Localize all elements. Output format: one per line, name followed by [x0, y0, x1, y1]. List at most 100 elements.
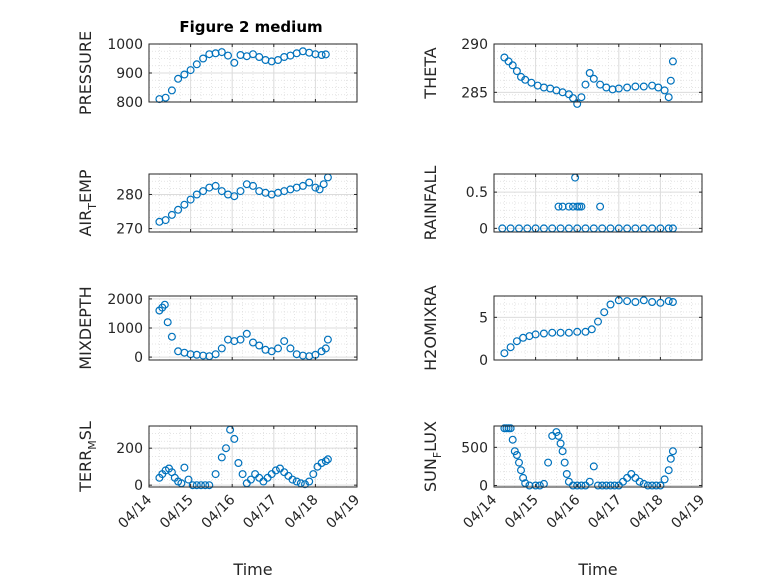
data-point [535, 481, 544, 490]
data-point [267, 347, 276, 356]
data-point [321, 344, 330, 353]
data-point [593, 317, 602, 326]
data-point [558, 447, 567, 456]
data-point [163, 318, 172, 327]
axes-frame [493, 425, 703, 488]
data-point [236, 335, 245, 344]
data-point [199, 54, 208, 63]
data-point [321, 457, 330, 466]
data-point [573, 327, 582, 336]
data-point [606, 300, 615, 309]
data-point [274, 344, 283, 353]
axes-frame [148, 425, 358, 488]
data-point [280, 337, 289, 346]
data-point [577, 202, 586, 211]
data-point [323, 455, 332, 464]
y-tick-label: 0 [134, 350, 143, 366]
data-point [606, 481, 615, 490]
y-tick-label: 2000 [107, 292, 143, 308]
y-axis-label: PRESSURE [76, 31, 95, 115]
data-point [652, 481, 661, 490]
data-point [205, 481, 214, 490]
y-axis-label-subscript: M [86, 440, 99, 450]
data-point [610, 481, 619, 490]
data-point [512, 337, 521, 346]
y-tick-label: 270 [116, 222, 143, 238]
y-axis-label-main: AIR [76, 210, 95, 237]
y-axis-label-main: MIXDEPTH [76, 286, 95, 369]
data-point [564, 328, 573, 337]
data-point [656, 481, 665, 490]
data-point [577, 93, 586, 102]
y-tick-label: 1000 [107, 37, 143, 53]
y-tick-label: 1000 [107, 321, 143, 337]
data-point [246, 475, 255, 484]
data-series [500, 424, 677, 490]
data-point [589, 74, 598, 83]
data-point [167, 210, 176, 219]
data-point [236, 187, 245, 196]
data-point [554, 431, 563, 440]
data-point [510, 447, 519, 456]
y-axis-label-main: SUN [421, 458, 440, 492]
data-point [230, 58, 239, 67]
data-point [585, 68, 594, 77]
data-point [298, 181, 307, 190]
y-tick-label: 0 [479, 353, 488, 369]
data-point [188, 481, 197, 490]
data-series [155, 173, 332, 226]
y-tick-label: 0 [134, 478, 143, 494]
data-point [631, 82, 640, 91]
data-point [664, 297, 673, 306]
data-point [180, 200, 189, 209]
y-tick-label: 285 [461, 85, 488, 101]
data-point [319, 180, 328, 189]
data-point [556, 328, 565, 337]
data-point [288, 475, 297, 484]
data-point [531, 481, 540, 490]
data-point [631, 298, 640, 307]
y-tick-label: 280 [116, 187, 143, 203]
data-point [234, 459, 243, 468]
data-point [573, 481, 582, 490]
data-point [539, 329, 548, 338]
data-point [521, 75, 530, 84]
data-point [602, 481, 611, 490]
data-point [217, 48, 226, 57]
data-point [242, 329, 251, 338]
data-point [562, 470, 571, 479]
y-tick-label: 0 [479, 221, 488, 237]
data-point [600, 308, 609, 317]
data-point [222, 444, 231, 453]
data-point [666, 454, 675, 463]
data-point [666, 76, 675, 85]
data-point [199, 187, 208, 196]
y-axis-label-tail: SL [76, 421, 95, 440]
data-point [660, 475, 669, 484]
axes-mixdepth: 0 1000 2000 MIXDEPTH [76, 286, 358, 370]
y-tick-label: 200 [116, 441, 143, 457]
y-axis-label: MIXDEPTH [76, 286, 95, 369]
data-point [664, 466, 673, 475]
data-point [167, 332, 176, 341]
data-point [656, 298, 665, 307]
data-point [552, 428, 561, 437]
data-point [506, 343, 515, 352]
data-point [186, 195, 195, 204]
data-point [531, 330, 540, 339]
data-point [238, 470, 247, 479]
y-axis-label-main: H2OMIXRA [421, 285, 440, 371]
data-point [192, 481, 201, 490]
plot-area [494, 296, 702, 360]
data-point [548, 328, 557, 337]
y-tick-label: 5 [479, 310, 488, 326]
data-point [668, 447, 677, 456]
axes-frame [493, 43, 703, 103]
data-point [587, 325, 596, 334]
data-point [305, 178, 314, 187]
data-point [623, 297, 632, 306]
data-point [274, 55, 283, 64]
data-point [230, 434, 239, 443]
data-point [192, 190, 201, 199]
